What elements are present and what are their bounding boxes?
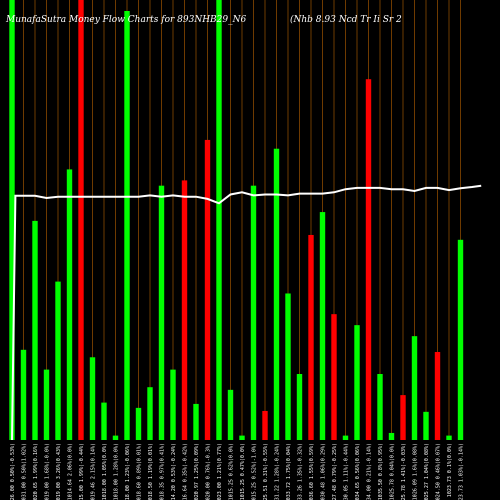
- x-tick-label: 1014.20 0.53%(-0.24%): [171, 443, 177, 500]
- bar-up: [55, 281, 61, 440]
- bar-up: [216, 0, 222, 440]
- bar-up: [227, 389, 234, 440]
- x-tick-label: 1030.05 1.11%(-0.44%): [344, 443, 350, 500]
- bar-up: [124, 11, 130, 440]
- bar-down: [181, 180, 188, 440]
- bar-up: [66, 169, 73, 440]
- bar-down: [204, 139, 211, 441]
- x-tick-label: 1018.50 1.19%(0.01%): [148, 443, 154, 500]
- bar-up: [457, 239, 464, 440]
- bar-up: [170, 369, 176, 440]
- x-tick-label: 1023.73 0.1%(0.0%): [447, 443, 453, 497]
- x-tick-label: 1019.00 1.68%(-0.0%): [45, 443, 51, 500]
- x-tick-label: 1026.00 0.50%(-0.53%): [10, 443, 16, 500]
- x-tick-label: 1014.64 2.06%(0.0%): [68, 443, 74, 500]
- bar-up: [354, 325, 360, 440]
- bar-down: [78, 0, 84, 440]
- x-tick-label: 1018.35 0.97%(0.41%): [160, 443, 166, 500]
- bar-up: [135, 407, 142, 440]
- x-tick-label: 1027.48 0.79%(-0.25%): [332, 443, 338, 500]
- x-tick-label: 1019.00 3.26%(0.43%): [56, 443, 62, 500]
- bar-down: [331, 314, 337, 440]
- x-tick-label: 1018.00 1.05%(0.0%): [102, 443, 108, 500]
- x-tick-label: 1025.51 0.31%(-0.55%): [263, 443, 269, 500]
- x-tick-label: 1016.64 0.35%(-0.42%): [183, 443, 189, 500]
- bar-up: [342, 435, 349, 440]
- chart-title-right: (Nhb 8.93 Ncd Tr Ii Sr 2: [290, 14, 402, 25]
- bar-up: [9, 0, 15, 440]
- bar-up: [43, 369, 50, 440]
- x-tick-label: 1023.73 1.03%(-0.14%): [459, 443, 465, 500]
- x-tick-label: 1033.26 1.35%(-0.32%): [298, 443, 304, 500]
- bar-up: [319, 212, 326, 440]
- bar-up: [89, 357, 96, 440]
- bar-up: [388, 432, 395, 440]
- x-tick-label: 1015.25 0.62%(0.0%): [229, 443, 235, 500]
- x-tick-label: 1031.00 0.50%(1.02%): [22, 443, 28, 500]
- x-tick-label: 1015.25 0.47%(0.0%): [240, 443, 246, 500]
- bar-series: [9, 0, 464, 441]
- x-tick-label: 1033.72 1.75%(0.04%): [286, 443, 292, 500]
- bar-up: [446, 435, 452, 440]
- x-tick-label: 1020.00 0.76%(-0.3%): [206, 443, 212, 500]
- bar-up: [250, 185, 257, 440]
- bar-up: [20, 349, 27, 440]
- x-tick-label: 1015.00 1.99%(-0.44%): [79, 443, 85, 500]
- x-tick-label: 1025.27 1.04%(0.08%): [424, 443, 430, 500]
- x-tick-label: 1019.46 2.15%(0.14%): [91, 443, 97, 500]
- bar-up: [285, 293, 291, 440]
- bar-up: [377, 374, 383, 440]
- bar-up: [193, 403, 199, 440]
- x-tick-label: 1035.50 0.8%(0.95%): [378, 443, 384, 500]
- bar-up: [101, 402, 107, 440]
- bar-up: [411, 336, 418, 440]
- x-tick-label: 1034.00 0.21%(-0.14%): [367, 443, 373, 500]
- x-tick-label: 1020.97 1.25%(0.09%): [194, 443, 200, 500]
- bar-up: [112, 435, 119, 440]
- bar-up: [273, 148, 280, 440]
- bar-down: [365, 79, 372, 440]
- bar-up: [147, 387, 153, 440]
- bar-up: [158, 185, 165, 440]
- x-tick-label: 1018.60 0.89%(0.01%): [137, 443, 143, 500]
- x-tick-label: 1036.60 1.55%(0.59%): [309, 443, 315, 500]
- bar-up: [296, 374, 303, 440]
- x-tick-label: 1026.09 1.6%(0.08%): [413, 443, 419, 500]
- average-line-layer: [11, 184, 482, 441]
- x-tick-label: 1015.25 0.52%(-1.0%): [252, 443, 258, 500]
- bar-up: [239, 435, 245, 440]
- x-tick-label: 1018.00 1.23%(-0.06%): [125, 443, 131, 500]
- x-tick-label: 1024.50 0.46%(0.07%): [436, 443, 442, 500]
- x-tick-labels: 1026.00 0.50%(-0.53%) 1031.00 0.50%(1.02%…: [10, 443, 465, 500]
- x-tick-label: 1025.78 0.04%(0.0%): [390, 443, 396, 500]
- bar-down: [434, 352, 441, 440]
- x-tick-label: 1031.22 1.28%(-0.24%): [275, 443, 281, 500]
- x-tick-label: 1020.65 1.99%(0.16%): [33, 443, 39, 500]
- bar-down: [308, 234, 314, 440]
- bar-up: [423, 411, 429, 440]
- bar-down: [400, 395, 406, 440]
- chart-title-left: MunafaSutra Money Flow Charts for 893NHB…: [5, 15, 246, 25]
- x-tick-label: 1023.00 1.21%(0.77%): [217, 443, 223, 500]
- x-tick-label: 1030.48 1.06%(0.29%): [321, 443, 327, 500]
- x-tick-label: 1018.00 1.28%(0.0%): [114, 443, 120, 500]
- bar-up: [32, 220, 38, 440]
- x-tick-label: 1034.65 0.56%(0.06%): [355, 443, 361, 500]
- x-tick-label: 1025.78 1.41%(-0.03%): [401, 443, 407, 500]
- average-line: [11, 184, 482, 441]
- bar-down: [262, 410, 268, 440]
